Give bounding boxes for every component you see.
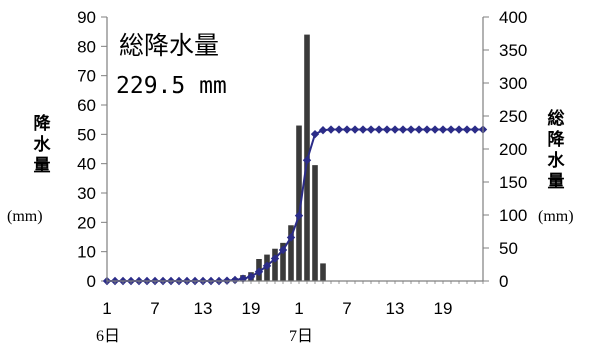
left-axis-label-char: 量 — [34, 155, 51, 176]
left-tick-label: 0 — [87, 272, 96, 291]
left-tick-label: 60 — [77, 96, 96, 115]
cumulative-point — [350, 125, 360, 134]
right-axis-label-char: 総 — [548, 108, 565, 129]
rainfall-bar — [312, 165, 318, 281]
cumulative-point — [246, 272, 256, 281]
left-tick-label: 50 — [77, 125, 96, 144]
right-tick-label: 300 — [499, 74, 527, 93]
x-tick-label: 1 — [102, 299, 111, 318]
cumulative-point — [230, 275, 240, 285]
rainfall-bar — [320, 263, 326, 281]
x-tick-label: 13 — [194, 299, 213, 318]
annotation-title: 総降水量 — [119, 31, 219, 60]
cumulative-point — [270, 254, 280, 263]
left-tick-label: 30 — [77, 184, 96, 203]
cumulative-point — [302, 156, 312, 165]
x-tick-label: 19 — [434, 299, 453, 318]
cumulative-point — [438, 125, 448, 134]
cumulative-point — [358, 125, 368, 134]
day-label-6: 6日 — [96, 328, 120, 345]
left-axis-ticks: 0 10 20 30 40 50 60 70 80 90 — [77, 8, 107, 291]
left-axis-label-char: 降 — [34, 113, 52, 134]
cumulative-point — [430, 125, 440, 134]
cumulative-point — [278, 245, 288, 255]
right-axis-label: 総降水量 — [548, 108, 566, 192]
left-tick-label: 90 — [77, 8, 96, 27]
rainfall-bar — [272, 248, 278, 281]
left-tick-label: 80 — [77, 37, 96, 56]
cumulative-point — [398, 125, 408, 134]
cumulative-point — [374, 125, 384, 134]
x-tick-label: 7 — [342, 299, 351, 318]
cumulative-point — [294, 211, 304, 220]
cumulative-point — [462, 125, 472, 134]
x-tick-label: 7 — [150, 299, 159, 318]
right-axis-label-char: 降 — [548, 129, 566, 150]
chart-axes — [106, 17, 484, 282]
cumulative-point — [470, 125, 480, 134]
x-tick-label: 1 — [294, 299, 303, 318]
cumulative-point — [406, 125, 416, 134]
right-tick-label: 400 — [499, 8, 527, 27]
cumulative-point — [446, 125, 456, 134]
cumulative-point — [310, 129, 320, 139]
left-axis-unit: (mm) — [7, 208, 43, 225]
rainfall-bar — [280, 242, 286, 281]
cumulative-point — [366, 125, 376, 134]
cumulative-point — [422, 125, 432, 134]
cumulative-rainfall-line — [102, 125, 488, 286]
right-tick-label: 0 — [499, 272, 508, 291]
cumulative-line-path — [107, 128, 483, 282]
right-tick-label: 150 — [499, 173, 527, 192]
right-axis-label-char: 水 — [548, 150, 566, 171]
right-tick-label: 200 — [499, 140, 527, 159]
rainfall-bar — [288, 225, 294, 281]
left-tick-label: 40 — [77, 155, 96, 174]
annotation-value: 229.5 mm — [116, 73, 227, 99]
hourly-rainfall-bars — [224, 34, 326, 282]
cumulative-point — [262, 261, 272, 271]
day-label-7: 7日 — [289, 328, 313, 345]
cumulative-point — [238, 274, 248, 283]
left-axis-label: 降水量 — [34, 113, 52, 176]
cumulative-point — [342, 125, 352, 134]
right-tick-label: 50 — [499, 239, 518, 258]
right-axis-unit: (mm) — [538, 208, 574, 225]
right-tick-label: 100 — [499, 206, 527, 225]
x-tick-label: 19 — [242, 299, 261, 318]
left-tick-label: 70 — [77, 67, 96, 86]
rainfall-bar — [296, 125, 302, 282]
cumulative-point — [334, 125, 344, 134]
cumulative-point — [318, 125, 328, 135]
left-tick-label: 20 — [77, 213, 96, 232]
right-tick-label: 250 — [499, 107, 527, 126]
left-tick-label: 10 — [77, 243, 96, 262]
cumulative-point — [414, 125, 424, 134]
x-axis-labels: 1 7 13 19 1 7 13 19 — [102, 281, 484, 318]
cumulative-point — [454, 125, 464, 134]
cumulative-point — [326, 125, 336, 134]
cumulative-point — [382, 125, 392, 134]
right-axis-ticks: 0 50 100 150 200 250 300 350 400 — [483, 8, 527, 291]
cumulative-point — [390, 125, 400, 134]
right-tick-label: 350 — [499, 41, 527, 60]
cumulative-point — [254, 267, 264, 276]
left-axis-label-char: 水 — [34, 134, 52, 155]
cumulative-point — [286, 233, 296, 242]
right-axis-label-char: 量 — [548, 171, 565, 192]
x-tick-label: 13 — [386, 299, 405, 318]
